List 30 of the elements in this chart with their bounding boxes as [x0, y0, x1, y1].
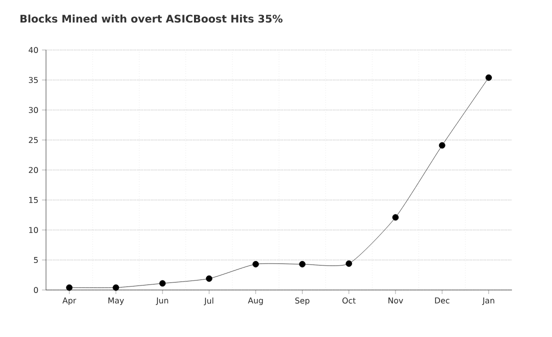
point	[438, 142, 446, 149]
point	[206, 275, 212, 282]
x-tick-label: Jul	[204, 298, 214, 306]
x-tick-label: Jan	[482, 298, 494, 305]
chart-title: Blocks Mined with overt ASICBoost Hits 35%	[20, 14, 283, 23]
x-tick-label: Nov	[388, 298, 404, 304]
y-tick-label: 35	[28, 76, 38, 84]
y-tick-label: 0	[34, 286, 38, 294]
point	[299, 260, 306, 268]
y-tick-label: 20	[28, 166, 38, 174]
x-tick-label: May	[108, 298, 124, 306]
point	[112, 284, 120, 291]
x-tick-label: Sep	[295, 298, 310, 306]
point	[252, 260, 259, 268]
x-tick-label: Dec	[435, 298, 450, 304]
y-tick-label: 40	[28, 46, 38, 54]
x-tick-label: Aug	[248, 298, 263, 306]
point	[392, 214, 399, 221]
point	[346, 260, 352, 267]
y-tick-label: 10	[29, 226, 38, 234]
x-tick-label: Oct	[342, 298, 356, 304]
y-tick-label: 25	[28, 136, 38, 144]
point	[66, 284, 73, 291]
x-tick-label: Apr	[62, 298, 76, 306]
y-tick-label: 15	[29, 197, 38, 203]
y-tick-label: 5	[34, 257, 38, 263]
y-tick-label: 30	[28, 106, 38, 114]
x-tick-label: Jun	[156, 298, 168, 305]
point	[159, 280, 166, 287]
point	[486, 74, 492, 81]
